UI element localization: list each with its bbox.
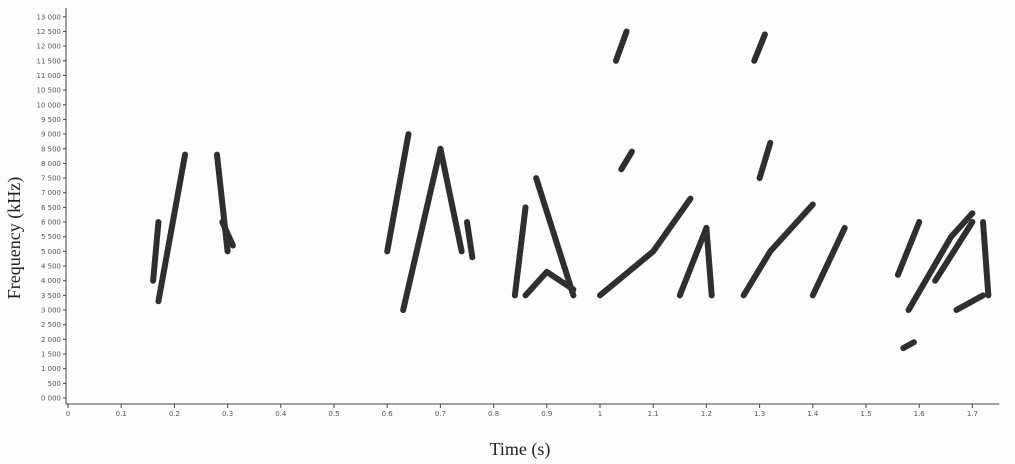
y-tick-label: 2 500 [41,321,61,329]
trace [155,151,189,305]
x-tick-label: 0 [66,410,70,418]
y-tick-label: 9 500 [41,116,61,124]
y-tick-label: 3 500 [41,292,61,300]
trace [809,224,848,299]
trace [618,148,635,173]
y-tick-label: 11 000 [37,72,62,80]
trace [703,224,715,299]
x-tick-label: 0.6 [382,410,394,418]
x-tick-label: 1 [598,410,602,418]
y-tick-label: 0 000 [41,395,61,403]
y-tick-label: 5 000 [41,248,61,256]
trace [751,31,768,64]
trace [533,175,577,299]
y-tick-label: 10 500 [37,87,62,95]
x-tick-label: 0.7 [435,410,446,418]
trace [900,339,917,352]
y-tick-label: 7 500 [41,175,61,183]
y-tick-label: 9 000 [41,131,61,139]
y-tick-label: 1 500 [41,351,61,359]
y-tick-label: 10 000 [37,101,62,109]
x-tick-label: 0.3 [222,410,233,418]
trace [980,219,992,299]
trace [400,145,444,314]
y-tick-label: 3 000 [41,307,61,315]
y-tick-label: 4 000 [41,277,61,285]
trace [597,195,694,299]
y-tick-label: 8 000 [41,160,61,168]
trace [511,204,529,299]
trace [953,292,987,314]
y-tick-label: 11 500 [37,57,62,65]
y-tick-label: 12 000 [37,43,62,51]
trace [894,219,923,278]
trace [905,210,976,314]
x-tick-label: 0.9 [541,410,552,418]
trace [676,224,710,299]
trace [740,201,816,299]
trace [150,219,162,284]
trace [756,139,774,182]
y-tick-label: 2 000 [41,336,61,344]
trace [932,219,976,284]
trace [612,28,630,64]
y-tick-label: 13 000 [37,13,62,21]
x-tick-label: 1.7 [967,410,978,418]
x-tick-label: 0.5 [328,410,339,418]
x-tick-label: 1.2 [701,410,712,418]
y-tick-label: 6 000 [41,219,61,227]
x-tick-label: 0.1 [116,410,127,418]
y-tick-label: 12 500 [37,28,62,36]
x-tick-label: 1.3 [754,410,765,418]
y-tick-label: 6 500 [41,204,61,212]
y-tick-label: 8 500 [41,145,61,153]
x-axis-title: Time (s) [490,439,551,460]
x-tick-label: 1.5 [860,410,871,418]
x-tick-label: 1.4 [807,410,819,418]
x-tick-label: 1.6 [914,410,926,418]
x-tick-label: 0.2 [169,410,180,418]
trace [384,131,412,255]
trace [437,145,465,255]
trace [219,219,236,249]
y-axis-title: Frequency (kHz) [4,177,25,299]
y-tick-label: 1 000 [41,365,61,373]
trace [464,219,476,261]
x-tick-label: 0.8 [488,410,499,418]
y-tick-label: 500 [48,380,61,388]
y-tick-label: 5 500 [41,233,61,241]
x-tick-label: 0.4 [275,410,287,418]
y-tick-label: 4 500 [41,263,61,271]
trace [522,268,577,299]
x-tick-label: 1.1 [648,410,659,418]
y-tick-label: 7 000 [41,189,61,197]
